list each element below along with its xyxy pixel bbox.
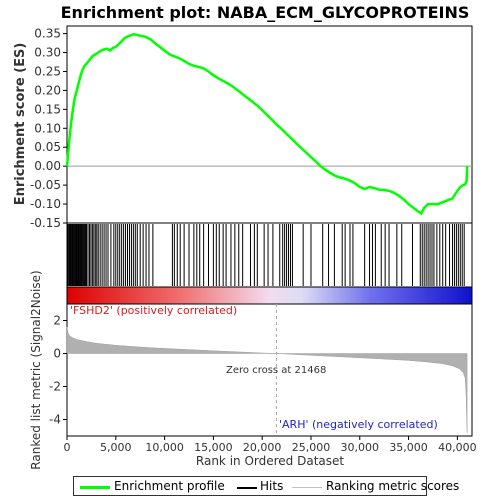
metric-y-tick-label: -4 xyxy=(49,413,61,427)
es-y-tick-label: 0.20 xyxy=(34,83,61,97)
hits-marks xyxy=(67,224,465,286)
es-y-tick-label: 0.25 xyxy=(34,64,61,78)
legend-item-metric: Ranking metric scores xyxy=(326,479,460,493)
hits-panel-frame xyxy=(66,222,473,288)
es-y-tick-label: 0.30 xyxy=(34,46,61,60)
metric-y-tick-label: 0 xyxy=(53,347,61,361)
positive-correlation-label: 'FSHD2' (positively correlated) xyxy=(70,304,237,317)
es-y-tick-label: 0.15 xyxy=(34,102,61,116)
x-tick-label: 20,000 xyxy=(243,441,282,454)
metric-y-tick-label: -2 xyxy=(49,380,61,394)
ranking-metric-area xyxy=(66,327,468,433)
es-y-tick-label: 0.05 xyxy=(34,140,61,154)
zero-cross-label: Zero cross at 21468 xyxy=(226,365,326,376)
es-y-tick-label: 0.35 xyxy=(34,27,61,41)
es-y-tick-label: 0.00 xyxy=(34,159,61,173)
enrichment-profile-line xyxy=(65,33,469,216)
x-tick-label: 30,000 xyxy=(341,441,380,454)
legend-swatch-metric xyxy=(292,487,322,488)
x-tick-label: 35,000 xyxy=(389,441,428,454)
x-tick-label: 25,000 xyxy=(292,441,331,454)
ranked-color-band xyxy=(66,286,473,305)
x-axis-label: Rank in Ordered Dataset xyxy=(196,454,344,468)
es-y-tick-label: 0.10 xyxy=(34,121,61,135)
metric-panel-frame xyxy=(66,303,473,437)
legend-swatch-hits xyxy=(237,487,257,489)
es-y-axis-label: Enrichment score (ES) xyxy=(13,43,28,206)
legend-swatch-profile xyxy=(80,486,110,489)
negative-correlation-label: 'ARH' (negatively correlated) xyxy=(279,418,438,431)
metric-y-axis: 2 0 -2 -4 xyxy=(49,314,67,427)
x-axis: 0 5,000 10,000 15,000 20,000 25,000 30,000 35,0… xyxy=(64,436,477,454)
es-y-tick-label: -0.15 xyxy=(30,216,61,230)
metric-y-axis-label: Ranked list metric (Signal2Noise) xyxy=(29,270,43,469)
legend-item-profile: Enrichment profile xyxy=(114,479,225,493)
chart-title: Enrichment plot: NABA_ECM_GLYCOPROTEINS xyxy=(61,3,470,22)
metric-y-tick-label: 2 xyxy=(53,314,61,328)
x-tick-label: 10,000 xyxy=(145,441,184,454)
es-y-tick-label: -0.10 xyxy=(30,197,61,211)
legend: Enrichment profile Hits Ranking metric s… xyxy=(73,476,459,496)
x-tick-label: 40,000 xyxy=(438,441,477,454)
x-tick-label: 15,000 xyxy=(194,441,233,454)
es-panel-frame xyxy=(66,25,473,224)
x-tick-label: 0 xyxy=(64,441,71,454)
x-tick-label: 5,000 xyxy=(100,441,132,454)
legend-item-hits: Hits xyxy=(260,479,284,493)
es-y-axis: 0.35 0.30 0.25 0.20 0.15 0.10 0.05 0.00 -0.05 -0.… xyxy=(30,27,67,230)
es-y-tick-label: -0.05 xyxy=(30,178,61,192)
